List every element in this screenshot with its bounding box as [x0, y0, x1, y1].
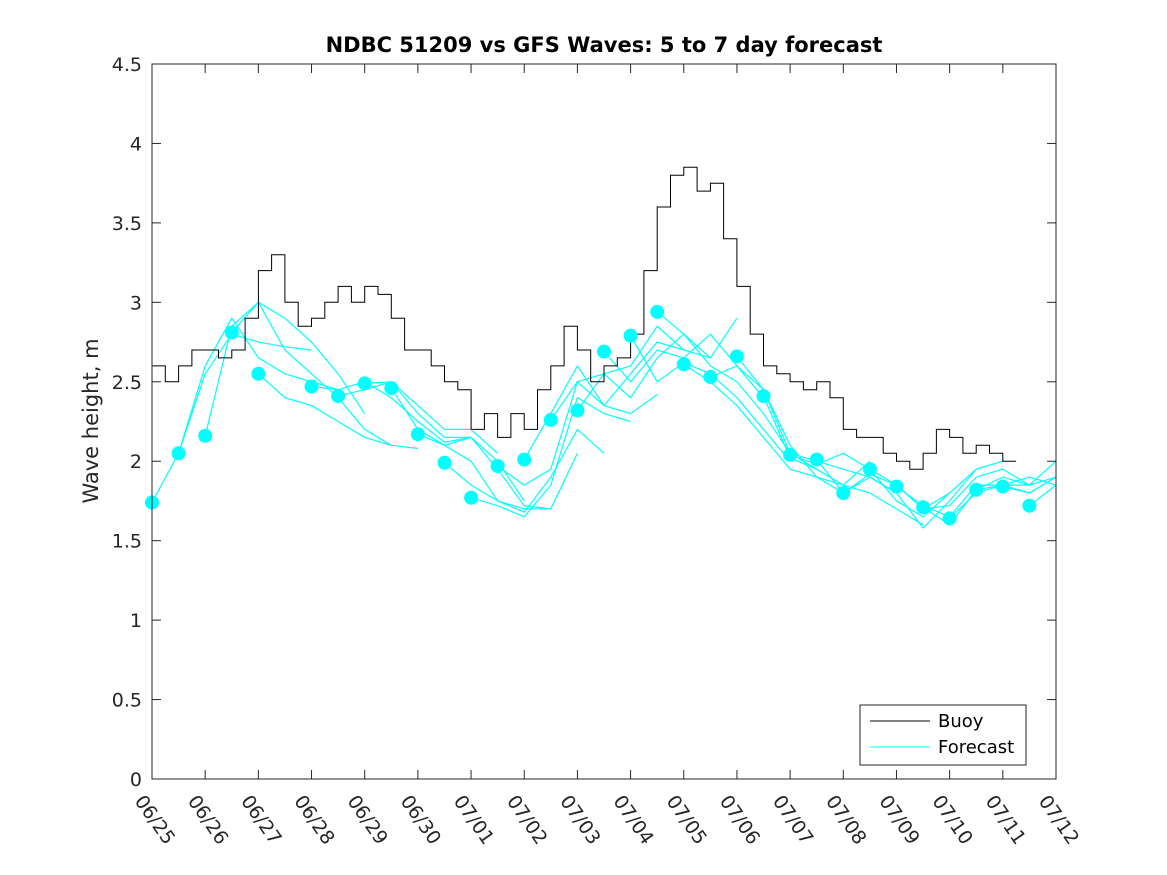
forecast-marker — [224, 325, 239, 340]
forecast-marker — [171, 446, 186, 461]
forecast-marker — [862, 462, 877, 477]
y-tick-label: 3.5 — [112, 213, 142, 235]
forecast-marker — [729, 349, 744, 364]
forecast-run-line — [444, 428, 605, 513]
forecast-marker — [809, 452, 824, 467]
y-tick-label: 1 — [130, 610, 142, 632]
forecast-marker — [357, 376, 372, 391]
y-tick-label: 1.5 — [112, 531, 142, 553]
forecast-marker — [836, 486, 851, 500]
forecast-marker — [783, 447, 798, 462]
legend: Buoy Forecast — [859, 704, 1027, 766]
forecast-marker — [464, 490, 479, 505]
forecast-run-line — [1002, 476, 1057, 494]
forecast-marker — [889, 479, 904, 494]
y-tick-label: 2 — [130, 451, 142, 473]
forecast-marker — [517, 452, 532, 467]
forecast-marker — [650, 304, 665, 319]
y-tick-label: 3 — [130, 292, 142, 314]
forecast-marker — [676, 357, 691, 372]
forecast-marker — [916, 500, 931, 515]
forecast-marker — [384, 381, 399, 396]
axes — [151, 63, 1057, 780]
y-tick-label: 0 — [130, 769, 142, 791]
forecast-run-line — [257, 373, 418, 450]
forecast-marker — [703, 370, 718, 384]
forecast-marker — [198, 428, 213, 443]
forecast-marker — [995, 479, 1010, 494]
forecast-marker — [597, 344, 611, 359]
forecast-marker — [410, 427, 425, 442]
buoy-line — [152, 166, 1017, 470]
legend-label-buoy: Buoy — [938, 711, 984, 732]
forecast-run-line — [470, 396, 631, 518]
forecast-marker — [756, 389, 771, 404]
forecast-run-line — [976, 476, 1057, 491]
forecast-marker — [570, 403, 585, 418]
legend-label-forecast: Forecast — [938, 737, 1014, 758]
forecast-marker — [251, 366, 266, 381]
y-axis-label: Wave height, m — [79, 338, 103, 503]
y-tick-label: 2.5 — [112, 372, 142, 394]
forecast-marker — [304, 379, 319, 394]
y-tick-label: 4 — [130, 133, 142, 155]
forecast-marker — [1022, 498, 1037, 513]
forecast-marker — [490, 459, 505, 473]
forecast-marker — [969, 482, 984, 497]
forecast-marker — [543, 412, 558, 427]
forecast-marker — [331, 389, 346, 404]
legend-box — [859, 704, 1027, 766]
forecast-marker — [437, 455, 452, 470]
y-tick-label: 4.5 — [112, 54, 142, 76]
y-tick-label: 0.5 — [112, 690, 142, 712]
axes-box — [151, 63, 1057, 780]
forecast-marker — [942, 511, 957, 526]
forecast-marker — [623, 328, 638, 343]
plot-area — [145, 166, 1057, 529]
chart-title: NDBC 51209 vs GFS Waves: 5 to 7 day fore… — [326, 33, 883, 57]
